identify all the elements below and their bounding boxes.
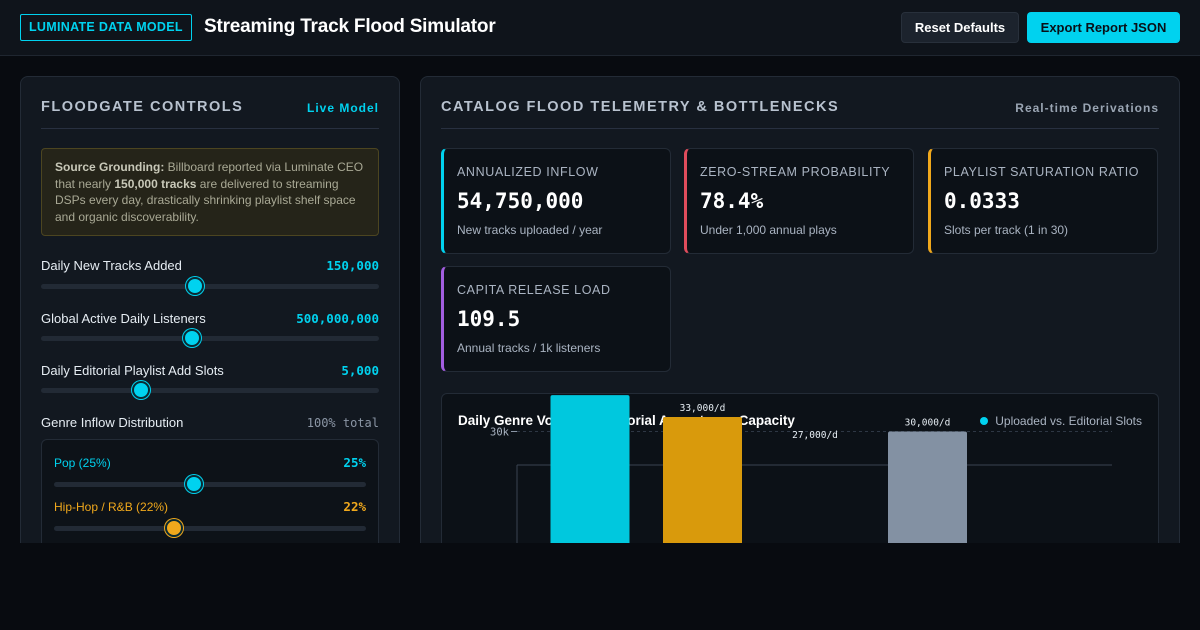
chart-legend: Uploaded vs. Editorial Slots [980, 414, 1142, 428]
genre-percent: 22% [343, 499, 366, 514]
genre-distribution-label: Genre Inflow Distribution [41, 415, 184, 430]
card-label: CAPITA RELEASE LOAD [457, 283, 611, 297]
bar-value-label: 33,000/d [680, 403, 726, 414]
panel-header: FLOODGATE CONTROLS Live Model [41, 99, 379, 129]
card-subtext: Slots per track (1 in 30) [944, 223, 1069, 237]
card-subtext: Under 1,000 annual plays [700, 223, 837, 237]
bar [550, 395, 630, 543]
data-model-badge: LUMINATE DATA MODEL [20, 14, 192, 41]
playlist-slots-slider[interactable] [41, 381, 379, 399]
genre-percent: 25% [343, 455, 366, 470]
panel-header: CATALOG FLOOD TELEMETRY & BOTTLENECKS Re… [441, 99, 1159, 129]
reset-defaults-button[interactable]: Reset Defaults [901, 12, 1019, 43]
card-label: ZERO-STREAM PROBABILITY [700, 165, 891, 179]
daily-listeners-slider[interactable] [41, 329, 379, 347]
panel-title: FLOODGATE CONTROLS [41, 99, 244, 115]
capita-release-card: CAPITA RELEASE LOAD 109.5 Annual tracks … [441, 266, 671, 372]
note-text-2: are delivered to streaming DSPs every da… [55, 176, 356, 224]
playlist-saturation-card: PLAYLIST SATURATION RATIO 0.0333 Slots p… [928, 148, 1158, 254]
slider-thumb[interactable] [183, 329, 202, 347]
genre-label: Hip-Hop / R&B (22%) [54, 500, 169, 514]
control-value: 500,000,000 [296, 311, 379, 326]
live-model-tag: Live Model [306, 101, 379, 115]
genre-distribution-box: Pop (25%) 25% Hip-Hop / R&B (22%) 22% [41, 439, 379, 543]
bar-value-label: 30,000/d [905, 418, 951, 429]
card-value: 109.5 [457, 307, 521, 331]
genre-volume-chart: Daily Genre Volume & Editorial Acceptanc… [441, 393, 1159, 543]
bar-value-label: 27,000/d [792, 430, 838, 441]
annualized-inflow-card: ANNUALIZED INFLOW 54,750,000 New tracks … [441, 148, 671, 254]
floodgate-controls-panel: FLOODGATE CONTROLS Live Model Source Gro… [20, 76, 400, 543]
control-value: 150,000 [326, 258, 379, 273]
control-label: Global Active Daily Listeners [41, 311, 206, 326]
realtime-tag: Real-time Derivations [1015, 101, 1159, 115]
daily-new-tracks-slider[interactable] [41, 277, 379, 295]
slider-thumb[interactable] [185, 475, 204, 493]
card-value: 78.4% [700, 189, 764, 213]
control-value: 5,000 [341, 363, 379, 378]
genre-label: Pop (25%) [54, 456, 111, 470]
card-subtext: Annual tracks / 1k listeners [457, 341, 601, 355]
legend-label: Uploaded vs. Editorial Slots [995, 414, 1142, 428]
chart-plot: 30k40k37,500/d33,000/d27,000/d30,000/d [490, 395, 1112, 543]
y-tick-label: 30k [490, 427, 510, 439]
panel-title: CATALOG FLOOD TELEMETRY & BOTTLENECKS [441, 99, 840, 115]
genre-distribution-total: 100% total [306, 416, 379, 430]
slider-thumb[interactable] [165, 519, 184, 537]
bar [663, 416, 742, 543]
legend-dot-icon [980, 417, 989, 425]
slider-thumb[interactable] [131, 381, 150, 399]
slider-thumb[interactable] [185, 277, 204, 295]
note-bold: 150,000 tracks [114, 176, 197, 191]
note-lead: Source Grounding: [55, 160, 165, 174]
control-label: Daily Editorial Playlist Add Slots [41, 363, 224, 378]
zero-stream-card: ZERO-STREAM PROBABILITY 78.4% Under 1,00… [684, 148, 914, 254]
note-text-1: Billboard reported via Luminate CEO that… [55, 160, 364, 191]
top-bar: LUMINATE DATA MODEL Streaming Track Floo… [0, 0, 1200, 56]
source-grounding-note: Source Grounding: Billboard reported via… [41, 148, 379, 236]
hiphop-genre-slider[interactable] [54, 519, 366, 537]
telemetry-panel: CATALOG FLOOD TELEMETRY & BOTTLENECKS Re… [420, 76, 1180, 543]
card-label: ANNUALIZED INFLOW [457, 165, 599, 179]
card-value: 54,750,000 [457, 189, 584, 213]
app-title: Streaming Track Flood Simulator [204, 16, 496, 37]
control-label: Daily New Tracks Added [41, 258, 182, 273]
pop-genre-slider[interactable] [54, 475, 366, 493]
card-subtext: New tracks uploaded / year [457, 223, 603, 237]
bar [888, 431, 967, 543]
card-value: 0.0333 [944, 189, 1020, 213]
main-viewport: FLOODGATE CONTROLS Live Model Source Gro… [0, 56, 1200, 543]
card-label: PLAYLIST SATURATION RATIO [944, 165, 1140, 179]
export-report-button[interactable]: Export Report JSON [1027, 12, 1180, 43]
